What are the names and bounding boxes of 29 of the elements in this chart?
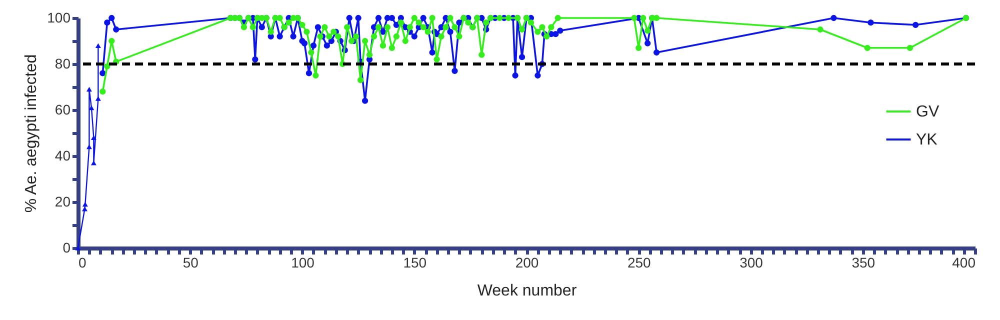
y-tick-label: 60 [54, 102, 71, 118]
point [88, 105, 94, 110]
point [82, 206, 88, 212]
y-tick-label: 20 [54, 194, 71, 210]
point [86, 144, 92, 150]
x-tick-label: 350 [852, 254, 876, 270]
x-tick-label: 200 [515, 254, 539, 270]
x-tick-label: 50 [182, 254, 199, 270]
x-axis-title: Week number [477, 282, 578, 300]
point [86, 86, 92, 92]
point [82, 202, 88, 207]
y-tick-label: 100 [47, 10, 71, 26]
y-tick-label: 80 [54, 56, 71, 72]
y-tick-label: 0 [62, 240, 71, 256]
point [90, 160, 96, 166]
y-axis-title: % Ae. aegypti infected [23, 54, 40, 213]
x-tick-label: 250 [627, 254, 652, 270]
legend-label: GV [916, 104, 940, 120]
x-tick-label: 150 [403, 254, 427, 270]
y-tick-label: 40 [54, 148, 71, 164]
point [95, 43, 101, 48]
point [90, 135, 96, 140]
x-tick-label: 100 [291, 254, 315, 270]
point [75, 246, 81, 250]
point [95, 96, 101, 101]
legend-label: YK [916, 132, 938, 148]
x-tick-label: 300 [740, 254, 764, 270]
x-tick-label: 0 [78, 254, 86, 270]
x-tick-label: 400 [952, 254, 976, 270]
